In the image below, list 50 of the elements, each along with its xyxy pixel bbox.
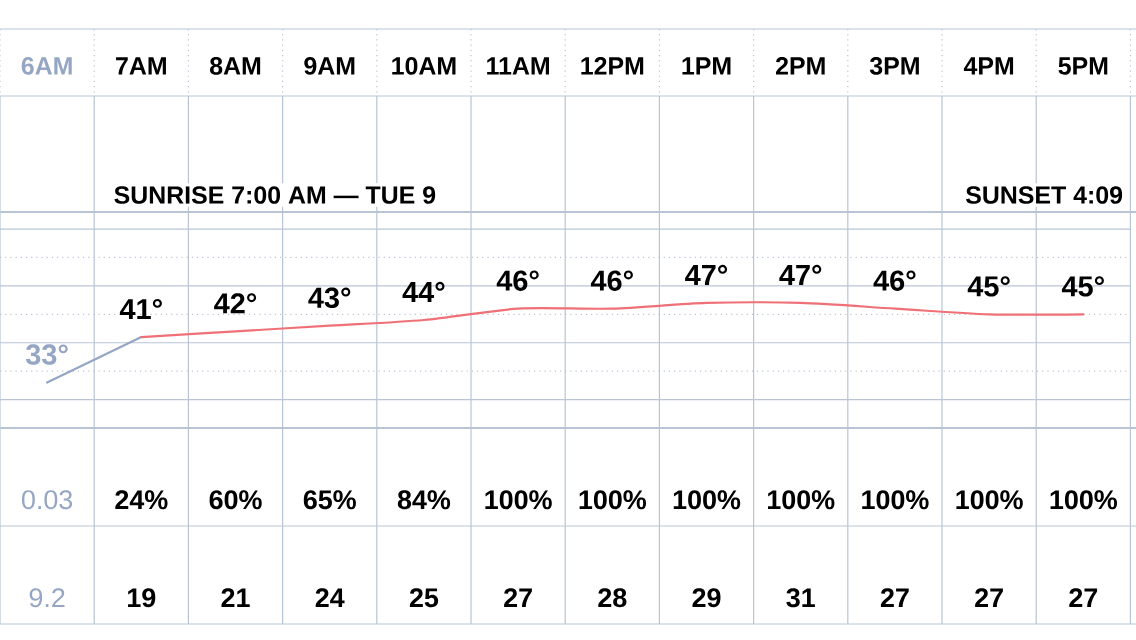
- data-label: 46°: [590, 270, 633, 291]
- data-label: 27: [880, 588, 909, 607]
- data-label: 47°: [779, 264, 822, 285]
- data-label: 27: [504, 588, 532, 607]
- data-label: 46°: [496, 270, 539, 291]
- x-tick-label: 12PM: [581, 57, 644, 75]
- data-label: 27: [975, 588, 1003, 607]
- data-label: 31: [786, 588, 815, 608]
- text: SUNSET 4:09: [965, 186, 1123, 204]
- data-label: 24: [315, 588, 345, 607]
- data-label: 100%: [485, 490, 552, 510]
- data-label: 43°: [308, 287, 351, 308]
- data-label: 84%: [397, 490, 451, 510]
- x-tick-label: 9AM: [304, 57, 355, 75]
- data-label: 45°: [967, 276, 1010, 297]
- data-label: 100%: [579, 490, 646, 510]
- x-tick-label: 11AM: [487, 57, 549, 75]
- data-label: 21: [221, 588, 250, 607]
- x-tick-label: 7AM: [116, 57, 166, 75]
- data-label: 28: [598, 588, 627, 608]
- data-label: 100%: [862, 490, 929, 510]
- text: SUNRISE 7:00 AM — TUE 9: [114, 186, 436, 204]
- text: 0.03: [22, 490, 73, 510]
- x-tick-label: 3PM: [869, 57, 919, 75]
- data-label: 44°: [402, 281, 445, 302]
- x-tick-label: 5PM: [1058, 57, 1108, 75]
- data-label: 27: [1069, 588, 1098, 607]
- data-label: 25: [409, 588, 439, 608]
- x-tick-label: 1PM: [682, 57, 731, 75]
- data-label: 100%: [1050, 490, 1118, 510]
- x-tick-label: 6AM: [21, 57, 72, 75]
- data-label: 46°: [873, 270, 916, 291]
- data-label: 19: [128, 588, 156, 608]
- data-label: 45°: [1061, 276, 1104, 297]
- x-tick-label: 8AM: [210, 57, 261, 75]
- data-label: 60%: [209, 490, 262, 510]
- data-label: 100%: [768, 490, 835, 510]
- x-tick-label: 2PM: [775, 57, 825, 75]
- x-tick-label: 10AM: [392, 57, 456, 75]
- data-label: 65%: [303, 490, 356, 510]
- text: 9.2: [29, 588, 65, 608]
- data-label: 41°: [119, 298, 162, 320]
- data-label: 100%: [673, 490, 741, 510]
- data-label: 29: [692, 588, 721, 608]
- x-tick-label: 4PM: [963, 57, 1014, 75]
- data-label: 24%: [115, 490, 168, 510]
- data-label: 42°: [214, 293, 257, 314]
- data-label: 33°: [25, 344, 68, 365]
- data-label: 47°: [685, 264, 728, 285]
- data-label: 100%: [956, 490, 1023, 510]
